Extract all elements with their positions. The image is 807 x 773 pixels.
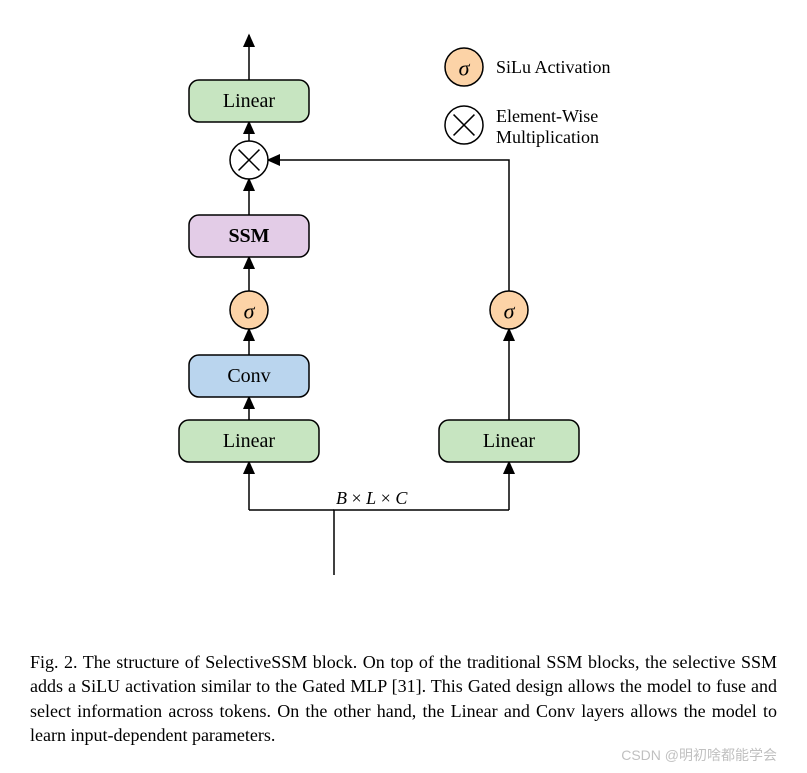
- svg-text:σ: σ: [503, 299, 515, 324]
- diagram-container: Linear SSM Conv Linear Linear σ σ σ SiLu Activat…: [20, 20, 787, 620]
- node-sigma_left: σ: [230, 291, 268, 329]
- edge: [334, 510, 509, 575]
- svg-text:SSM: SSM: [228, 225, 269, 247]
- svg-text:Linear: Linear: [222, 90, 275, 112]
- figure-caption: Fig. 2. The structure of SelectiveSSM bl…: [20, 650, 787, 747]
- node-conv: Conv: [189, 355, 309, 397]
- node-mult: [230, 141, 268, 179]
- svg-text:Linear: Linear: [482, 430, 535, 452]
- svg-text:Conv: Conv: [227, 365, 270, 387]
- legend-sigma-label: SiLu Activation: [496, 57, 611, 77]
- svg-text:Linear: Linear: [222, 430, 275, 452]
- node-ssm: SSM: [189, 215, 309, 257]
- input-dim-label: B × L × C: [336, 488, 408, 508]
- node-linear_left: Linear: [179, 420, 319, 462]
- node-legend-sigma-icon: σ: [445, 48, 483, 86]
- flowchart-diagram: Linear SSM Conv Linear Linear σ σ σ SiLu Activat…: [94, 20, 714, 620]
- watermark: CSDN @明初啥都能学会: [621, 745, 777, 765]
- node-linear_top: Linear: [189, 80, 309, 122]
- node-linear_right: Linear: [439, 420, 579, 462]
- legend-mult-label-1: Element-Wise: [496, 106, 598, 126]
- legend-mult-label-2: Multiplication: [496, 127, 599, 147]
- svg-text:σ: σ: [458, 56, 470, 81]
- node-sigma_right: σ: [490, 291, 528, 329]
- node-legend-mult-icon: [445, 106, 483, 144]
- svg-text:σ: σ: [243, 299, 255, 324]
